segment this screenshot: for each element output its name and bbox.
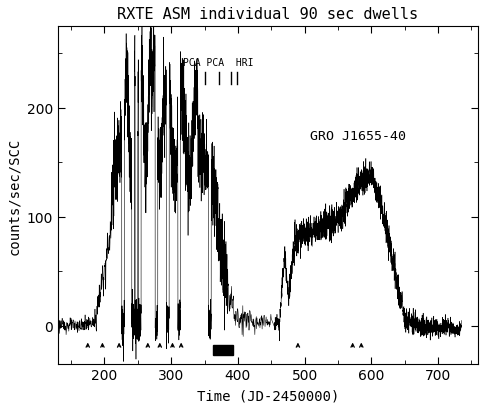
Text: PCA PCA  HRI: PCA PCA HRI: [182, 57, 253, 67]
Y-axis label: counts/sec/SCC: counts/sec/SCC: [7, 137, 21, 254]
Text: GRO J1655-40: GRO J1655-40: [309, 129, 405, 142]
X-axis label: Time (JD-2450000): Time (JD-2450000): [197, 388, 338, 402]
Title: RXTE ASM individual 90 sec dwells: RXTE ASM individual 90 sec dwells: [117, 7, 418, 22]
Bar: [213, 345, 233, 355]
